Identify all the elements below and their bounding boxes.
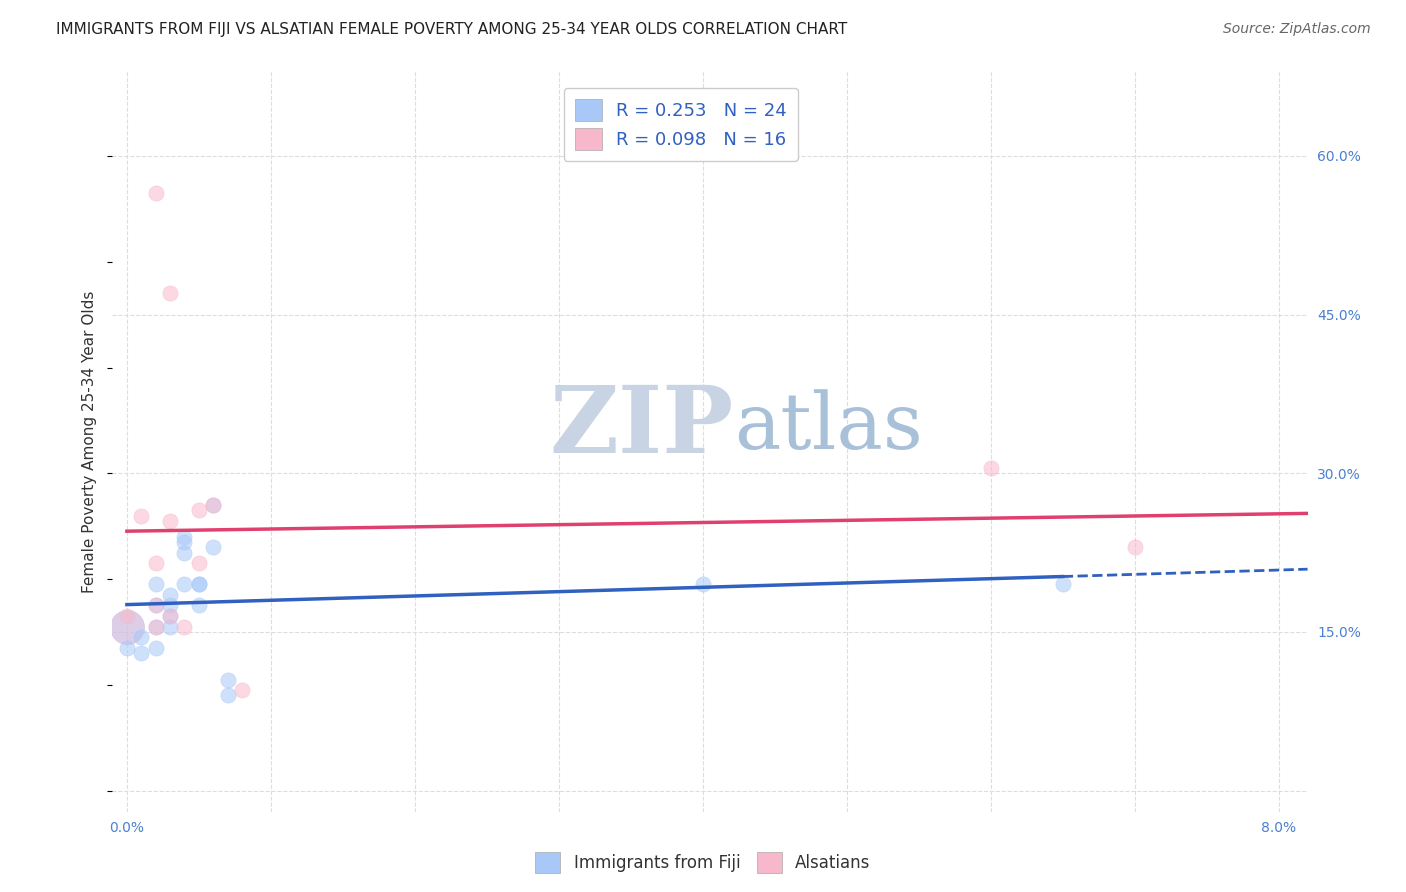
Point [187, 556, 209, 570]
Point [217, 689, 239, 703]
Point [187, 599, 209, 613]
Point [692, 577, 714, 591]
Point [173, 530, 195, 544]
Point [202, 541, 225, 555]
Point [145, 640, 167, 655]
Legend: Immigrants from Fiji, Alsatians: Immigrants from Fiji, Alsatians [529, 846, 877, 880]
Text: ZIP: ZIP [550, 382, 734, 472]
Point [129, 646, 152, 660]
Point [187, 503, 209, 517]
Point [217, 673, 239, 687]
Point [115, 640, 138, 655]
Point [173, 577, 195, 591]
Text: Source: ZipAtlas.com: Source: ZipAtlas.com [1223, 22, 1371, 37]
Point [187, 577, 209, 591]
Point [1123, 541, 1146, 555]
Point [202, 498, 225, 512]
Point [145, 599, 167, 613]
Point [145, 556, 167, 570]
Point [173, 535, 195, 549]
Point [187, 577, 209, 591]
Point [115, 619, 138, 633]
Y-axis label: Female Poverty Among 25-34 Year Olds: Female Poverty Among 25-34 Year Olds [82, 291, 97, 592]
Point [159, 588, 181, 602]
Point [980, 461, 1002, 475]
Point [145, 577, 167, 591]
Text: IMMIGRANTS FROM FIJI VS ALSATIAN FEMALE POVERTY AMONG 25-34 YEAR OLDS CORRELATIO: IMMIGRANTS FROM FIJI VS ALSATIAN FEMALE … [56, 22, 848, 37]
Point [159, 286, 181, 301]
Point [129, 630, 152, 644]
Point [1052, 577, 1074, 591]
Point [231, 683, 253, 698]
Point [159, 609, 181, 624]
Point [159, 609, 181, 624]
Point [159, 599, 181, 613]
Point [202, 498, 225, 512]
Legend: R = 0.253   N = 24, R = 0.098   N = 16: R = 0.253 N = 24, R = 0.098 N = 16 [564, 87, 797, 161]
Point [145, 619, 167, 633]
Point [129, 508, 152, 523]
Point [145, 599, 167, 613]
Text: atlas: atlas [734, 389, 922, 465]
Point [173, 546, 195, 560]
Point [159, 619, 181, 633]
Point [115, 609, 138, 624]
Point [173, 619, 195, 633]
Point [145, 619, 167, 633]
Point [115, 619, 138, 633]
Point [159, 514, 181, 528]
Point [145, 186, 167, 200]
